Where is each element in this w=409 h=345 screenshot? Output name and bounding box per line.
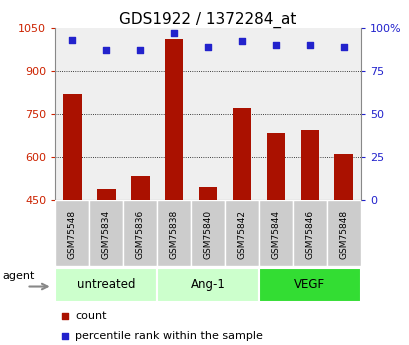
Bar <box>130 176 149 200</box>
Bar <box>292 200 326 266</box>
Bar <box>266 132 285 200</box>
Point <box>306 42 312 48</box>
Bar <box>191 200 225 266</box>
Text: count: count <box>75 311 106 321</box>
Bar <box>334 154 352 200</box>
Bar <box>258 28 292 200</box>
Bar <box>326 28 360 200</box>
Text: GSM75548: GSM75548 <box>67 210 76 259</box>
Bar <box>191 28 225 200</box>
Bar <box>63 94 81 200</box>
Bar <box>300 130 319 200</box>
Bar <box>326 200 360 266</box>
Point <box>272 42 279 48</box>
Text: Ang-1: Ang-1 <box>190 278 225 291</box>
Text: agent: agent <box>3 271 35 281</box>
Text: GSM75838: GSM75838 <box>169 210 178 259</box>
Bar <box>55 28 89 200</box>
Text: GSM75844: GSM75844 <box>271 210 280 259</box>
Bar <box>292 28 326 200</box>
Bar <box>157 200 191 266</box>
Point <box>61 313 67 319</box>
Bar <box>258 200 292 266</box>
Point <box>340 44 346 49</box>
Bar <box>157 28 191 200</box>
Point <box>69 37 75 42</box>
Bar <box>55 268 157 302</box>
Point <box>204 44 211 49</box>
Point <box>61 333 67 339</box>
Point <box>171 30 177 36</box>
Bar <box>225 200 258 266</box>
Text: VEGF: VEGF <box>294 278 325 291</box>
Text: untreated: untreated <box>77 278 135 291</box>
Text: percentile rank within the sample: percentile rank within the sample <box>75 331 263 341</box>
Text: GSM75836: GSM75836 <box>135 210 144 259</box>
Bar <box>198 187 217 200</box>
Text: GSM75834: GSM75834 <box>101 210 110 259</box>
Point <box>103 47 109 53</box>
Bar <box>258 268 360 302</box>
Bar <box>232 108 251 200</box>
Text: GSM75842: GSM75842 <box>237 210 246 259</box>
Bar <box>157 268 258 302</box>
Point <box>137 47 143 53</box>
Bar <box>89 28 123 200</box>
Bar <box>55 200 89 266</box>
Text: GSM75848: GSM75848 <box>339 210 348 259</box>
Bar <box>123 28 157 200</box>
Bar <box>97 189 115 200</box>
Text: GSM75840: GSM75840 <box>203 210 212 259</box>
Bar <box>89 200 123 266</box>
Title: GDS1922 / 1372284_at: GDS1922 / 1372284_at <box>119 11 296 28</box>
Bar <box>164 39 183 200</box>
Bar <box>225 28 258 200</box>
Point <box>238 39 245 44</box>
Bar <box>123 200 157 266</box>
Text: GSM75846: GSM75846 <box>305 210 314 259</box>
